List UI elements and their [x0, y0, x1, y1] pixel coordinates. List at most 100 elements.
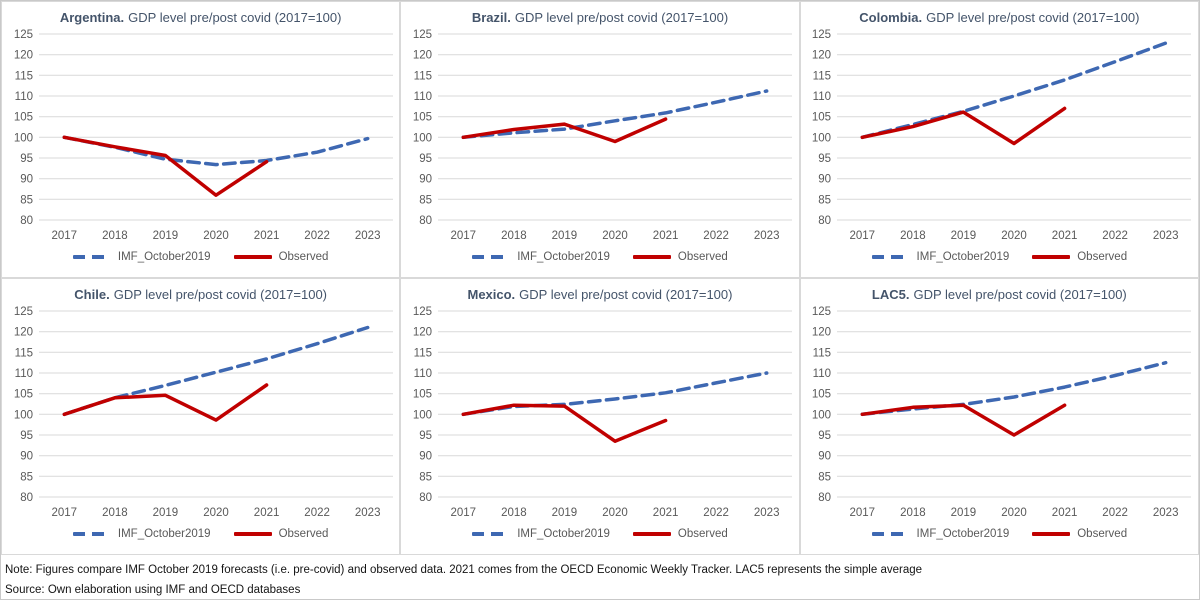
chart-title: Argentina. GDP level pre/post covid (2017… — [60, 10, 342, 25]
legend: IMF_October2019 Observed — [871, 528, 1127, 540]
y-tick-label: 115 — [14, 70, 32, 82]
x-tick-label: 2023 — [355, 230, 381, 242]
y-tick-label: 105 — [812, 112, 831, 124]
y-tick-label: 80 — [819, 492, 832, 504]
legend-observed-line-key — [1032, 255, 1071, 259]
legend-observed-label: Observed — [278, 528, 329, 540]
y-tick-label: 85 — [419, 194, 432, 206]
chart-plot: 125 120 115 110 105 100 95 90 85 80 2017 2018 2019 20… — [812, 29, 1192, 242]
y-tick-label: 90 — [819, 451, 832, 463]
legend-observed-line-key — [1032, 532, 1071, 536]
legend-imf-label: IMF_October2019 — [916, 528, 1010, 540]
legend-imf-label: IMF_October2019 — [916, 251, 1010, 263]
x-tick-label: 2020 — [602, 230, 628, 242]
y-tick-label: 85 — [819, 194, 832, 206]
legend-imf-label: IMF_October2019 — [517, 251, 610, 263]
y-tick-label: 80 — [419, 492, 432, 504]
x-tick-label: 2018 — [900, 507, 926, 519]
y-tick-label: 120 — [812, 50, 831, 62]
y-tick-label: 125 — [413, 306, 432, 318]
legend: IMF_October2019 Observed — [871, 251, 1127, 263]
x-tick-label: 2019 — [951, 507, 977, 519]
chart-title: LAC5. GDP level pre/post covid (2017=100) — [872, 287, 1127, 302]
y-tick-label: 120 — [413, 50, 432, 62]
y-tick-label: 125 — [812, 29, 831, 41]
y-tick-label: 95 — [419, 430, 432, 442]
x-tick-label: 2017 — [51, 507, 77, 519]
legend-imf-label: IMF_October2019 — [117, 528, 211, 540]
chart-title-country: Argentina. — [59, 10, 125, 25]
legend-imf-dashed-line-key — [472, 532, 511, 536]
chart-panel-lac5: LAC5. GDP level pre/post covid (2017=100)… — [799, 278, 1199, 555]
legend-observed-line-key — [233, 255, 272, 259]
chart-title-rest: GDP level pre/post covid (2017=100) — [128, 10, 342, 25]
chart-title: Mexico. GDP level pre/post covid (2017=10… — [467, 287, 732, 302]
legend: IMF_October2019 Observed — [72, 528, 329, 540]
y-tick-label: 110 — [14, 368, 32, 380]
legend-observed-label: Observed — [677, 251, 728, 263]
imf-forecast-line — [461, 371, 769, 417]
y-tick-label: 90 — [419, 451, 432, 463]
footnotes: Note: Figures compare IMF October 2019 f… — [1, 555, 1199, 599]
x-tick-label: 2023 — [754, 230, 780, 242]
chart-plot: 125 120 115 110 105 100 95 90 85 80 2017 2018 2019 20… — [413, 306, 792, 519]
legend-observed-line-key — [233, 532, 272, 536]
x-tick-label: 2017 — [51, 230, 77, 242]
x-tick-label: 2019 — [552, 230, 578, 242]
x-tick-label: 2022 — [1103, 507, 1129, 519]
chart-plot: 125 120 115 110 105 100 95 90 85 80 2017 2018 2019 20… — [13, 306, 393, 519]
x-tick-label: 2019 — [152, 230, 178, 242]
charts-grid: Argentina. GDP level pre/post covid (2017… — [1, 1, 1199, 555]
chart-title: Colombia. GDP level pre/post covid (2017=… — [859, 10, 1139, 25]
chart-title-rest: GDP level pre/post covid (2017=100) — [514, 10, 729, 25]
x-tick-label: 2022 — [1103, 230, 1129, 242]
y-tick-label: 105 — [413, 389, 432, 401]
observed-line — [461, 117, 668, 144]
y-tick-label: 85 — [819, 471, 832, 483]
x-tick-label: 2020 — [1002, 507, 1028, 519]
x-tick-label: 2018 — [501, 230, 527, 242]
y-tick-label: 105 — [13, 112, 32, 124]
y-tick-label: 105 — [13, 389, 32, 401]
y-tick-label: 100 — [812, 132, 831, 144]
imf-forecast-line — [62, 135, 370, 167]
legend-imf-dashed-line-key — [472, 255, 511, 259]
x-tick-label: 2021 — [653, 230, 679, 242]
x-tick-label: 2017 — [850, 230, 876, 242]
chart-title-country: LAC5. — [871, 287, 910, 302]
y-tick-label: 115 — [414, 347, 432, 359]
chart-title-rest: GDP level pre/post covid (2017=100) — [926, 10, 1140, 25]
y-tick-label: 100 — [812, 409, 831, 421]
y-tick-label: 110 — [14, 91, 32, 103]
x-tick-label: 2018 — [900, 230, 926, 242]
legend-observed-line-key — [632, 255, 671, 259]
legend-observed-label: Observed — [677, 528, 728, 540]
y-tick-label: 95 — [20, 153, 33, 165]
y-tick-label: 95 — [20, 430, 33, 442]
y-tick-label: 100 — [413, 132, 432, 144]
chart-panel-chile: Chile. GDP level pre/post covid (2017=100… — [1, 278, 401, 555]
x-tick-label: 2020 — [203, 507, 229, 519]
imf-forecast-line — [860, 41, 1168, 140]
x-tick-label: 2017 — [450, 507, 476, 519]
x-tick-label: 2022 — [304, 230, 330, 242]
observed-line — [860, 403, 1067, 437]
x-tick-label: 2021 — [253, 230, 279, 242]
legend-imf-label: IMF_October2019 — [117, 251, 211, 263]
x-tick-label: 2018 — [102, 507, 128, 519]
x-tick-label: 2019 — [552, 507, 578, 519]
legend-imf-dashed-line-key — [72, 532, 111, 536]
y-tick-label: 110 — [414, 91, 432, 103]
y-tick-label: 100 — [413, 409, 432, 421]
y-tick-label: 95 — [419, 153, 432, 165]
x-tick-label: 2022 — [703, 507, 729, 519]
chart-panel-mexico: Mexico. GDP level pre/post covid (2017=10… — [400, 278, 800, 555]
y-tick-label: 125 — [413, 29, 432, 41]
y-tick-label: 85 — [20, 471, 33, 483]
x-tick-label: 2020 — [602, 507, 628, 519]
y-tick-label: 80 — [20, 492, 33, 504]
x-tick-label: 2022 — [703, 230, 729, 242]
legend: IMF_October2019 Observed — [472, 251, 728, 263]
imf-forecast-line — [860, 360, 1168, 417]
x-tick-label: 2018 — [501, 507, 527, 519]
